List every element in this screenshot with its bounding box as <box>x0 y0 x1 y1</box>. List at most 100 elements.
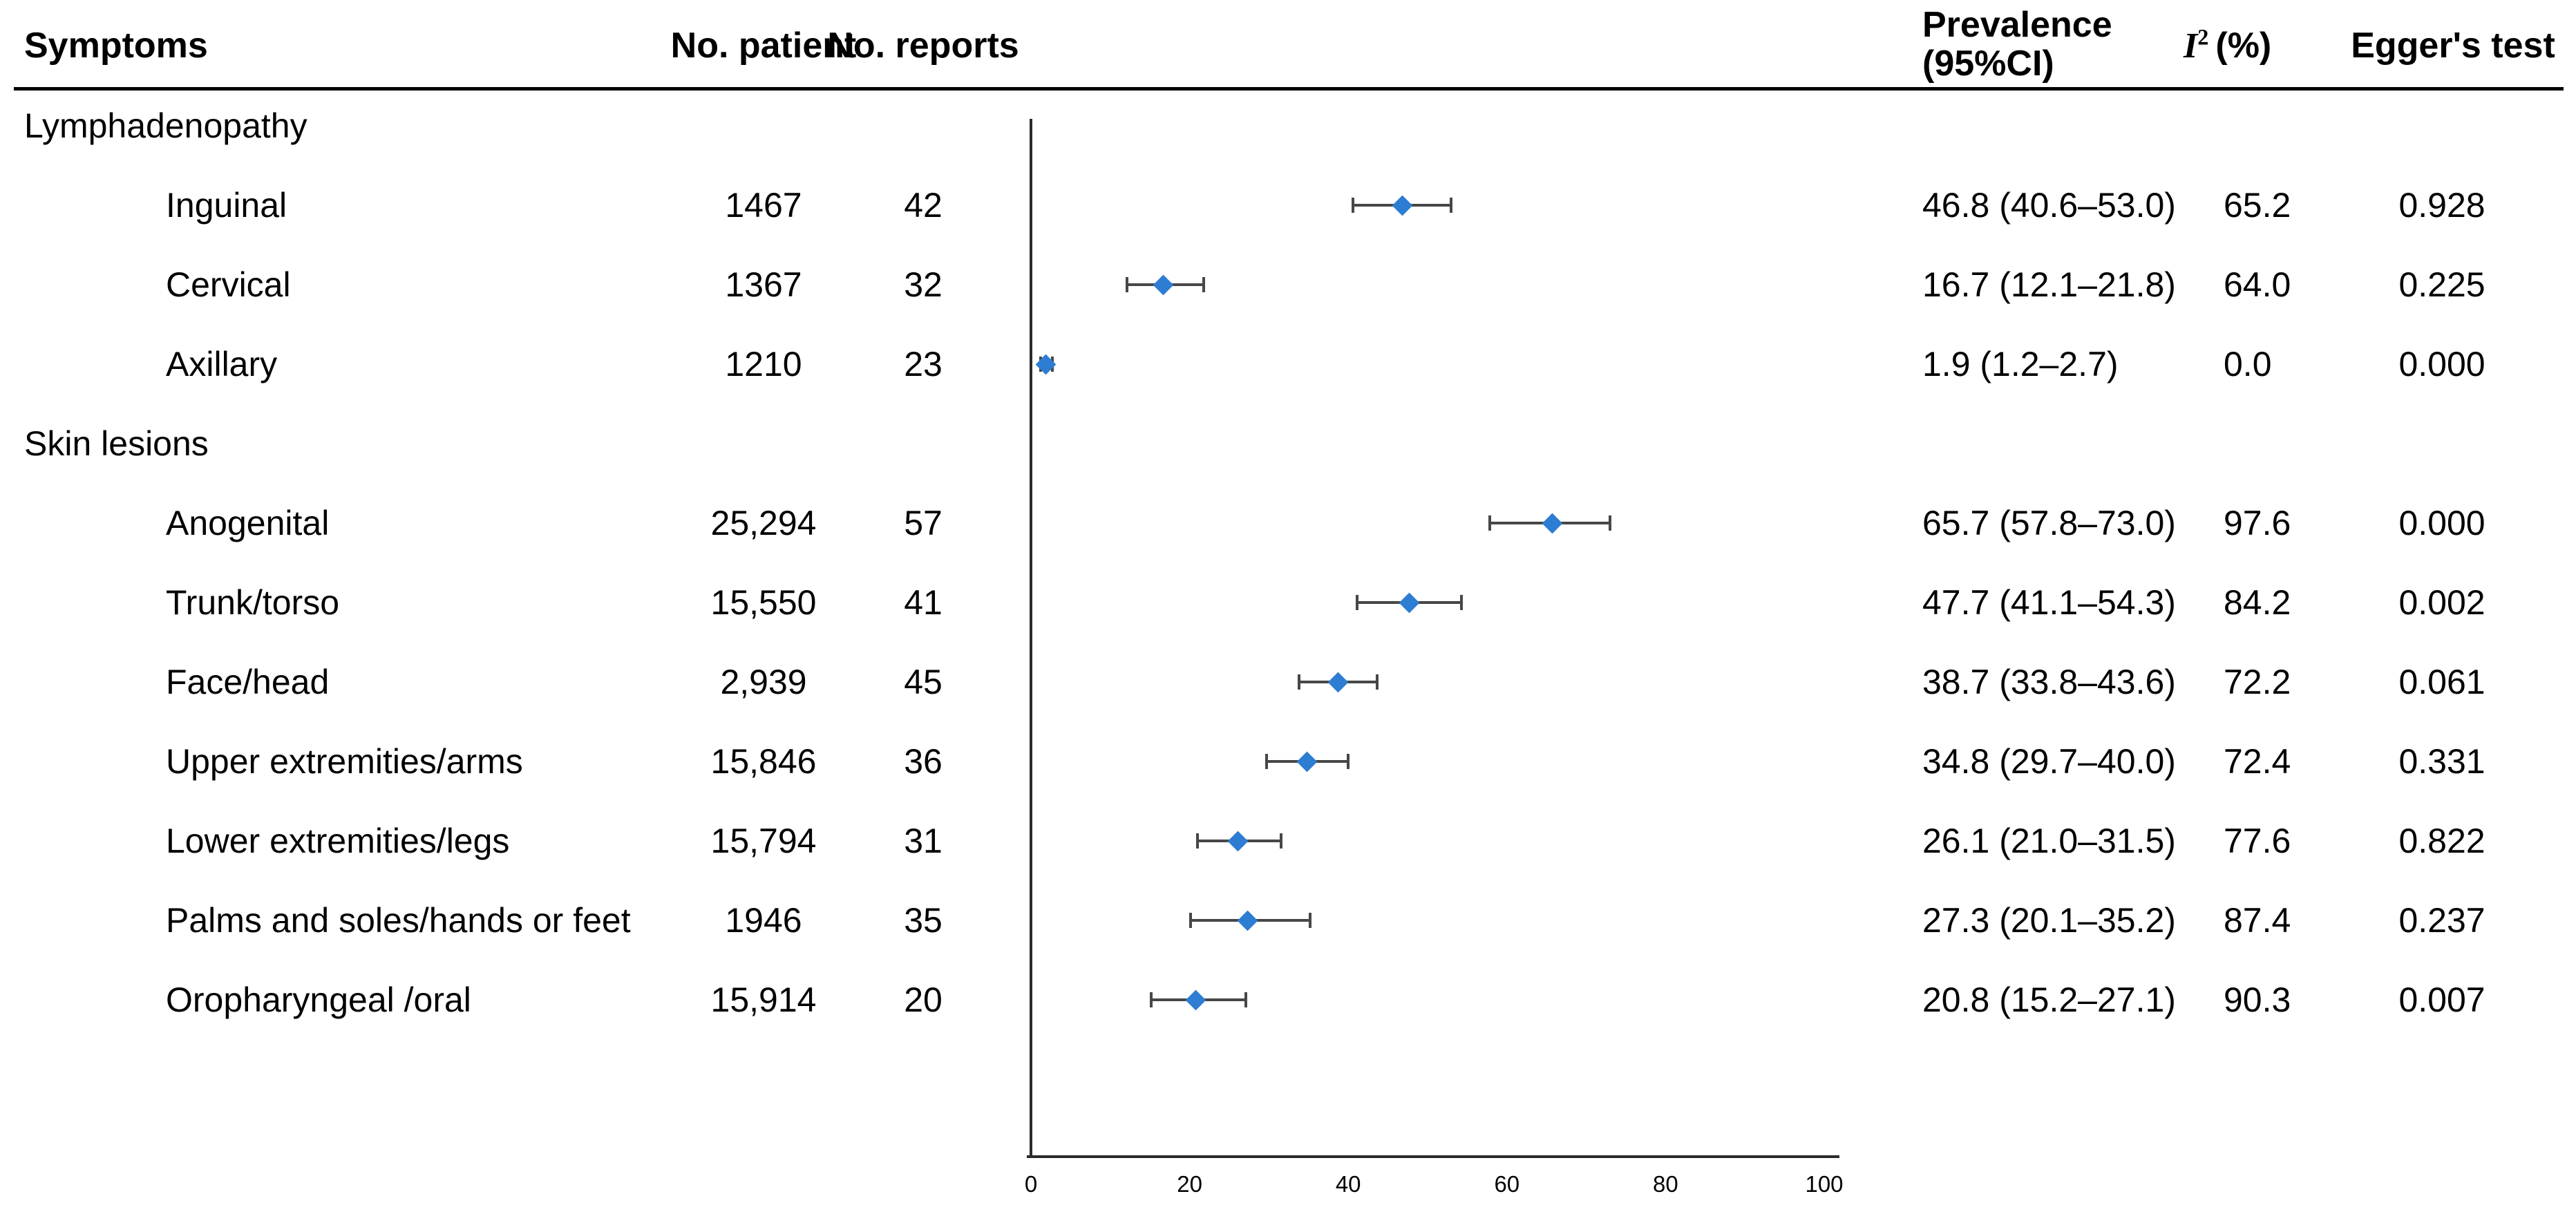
i-squared-value: 77.6 <box>2224 822 2291 860</box>
reports-value: 42 <box>904 186 943 225</box>
prevalence-diamond-marker <box>1237 910 1258 931</box>
symptom-row-label: Palms and soles/hands or feet <box>166 901 631 940</box>
ci-cap-left <box>1488 515 1491 531</box>
patients-value: 1367 <box>725 265 802 304</box>
x-axis-tick-label: 0 <box>1024 1171 1038 1197</box>
patients-value: 15,794 <box>710 822 817 860</box>
ci-cap-left <box>1265 754 1268 769</box>
column-header-prevalence: Prevalence (95%CI) <box>1922 6 2112 83</box>
column-header-prevalence-line2: (95%CI) <box>1922 44 2054 84</box>
patients-value: 1467 <box>725 186 802 225</box>
i-squared-value: 87.4 <box>2224 901 2291 940</box>
column-header-symptoms: Symptoms <box>24 26 208 66</box>
symptom-row-label: Trunk/torso <box>166 583 340 622</box>
column-header-no-patient: No. patient <box>670 26 857 66</box>
patients-value: 15,914 <box>710 980 817 1019</box>
prevalence-diamond-marker <box>1542 513 1563 533</box>
i-squared-value: 72.2 <box>2224 663 2291 701</box>
ci-cap-left <box>1352 198 1355 213</box>
prevalence-diamond-marker <box>1327 672 1349 692</box>
x-axis-tick-label: 80 <box>1653 1171 1678 1197</box>
eggers-test-value: 0.237 <box>2398 901 2485 940</box>
i-squared-value: 84.2 <box>2224 583 2291 622</box>
reports-value: 20 <box>904 980 943 1019</box>
x-axis-tick-label: 40 <box>1335 1171 1361 1197</box>
header-divider-line <box>14 87 2564 91</box>
prevalence-ci-value: 27.3 (20.1–35.2) <box>1922 901 2176 940</box>
ci-cap-right <box>1279 833 1282 848</box>
ci-cap-right <box>1347 754 1350 769</box>
prevalence-diamond-marker <box>1392 195 1413 216</box>
symptom-row-label: Cervical <box>166 265 291 304</box>
symptom-row-label: Anogenital <box>166 504 330 542</box>
reports-value: 32 <box>904 265 943 304</box>
reports-value: 31 <box>904 822 943 860</box>
eggers-test-value: 0.061 <box>2398 663 2485 701</box>
symptom-row-label: Oropharyngeal /oral <box>166 980 471 1019</box>
prevalence-ci-value: 16.7 (12.1–21.8) <box>1922 265 2176 304</box>
ci-cap-right <box>1202 277 1206 292</box>
prevalence-diamond-marker <box>1185 989 1206 1010</box>
x-axis-tick-label: 100 <box>1805 1171 1844 1197</box>
ci-cap-right <box>1460 595 1464 610</box>
patients-value: 2,939 <box>720 663 807 701</box>
reports-value: 35 <box>904 901 943 940</box>
eggers-test-value: 0.822 <box>2398 822 2485 860</box>
prevalence-ci-value: 26.1 (21.0–31.5) <box>1922 822 2176 860</box>
ci-cap-left <box>1188 913 1192 928</box>
column-header-i-squared: I2 (%) <box>2184 26 2271 66</box>
eggers-test-value: 0.000 <box>2398 504 2485 542</box>
i-squared-symbol: I <box>2184 26 2198 66</box>
reports-value: 57 <box>904 504 943 542</box>
prevalence-diamond-marker <box>1227 831 1249 851</box>
ci-cap-left <box>1298 674 1301 690</box>
ci-cap-right <box>1375 674 1379 690</box>
patients-value: 15,846 <box>710 742 817 781</box>
reports-value: 41 <box>904 583 943 622</box>
reports-value: 36 <box>904 742 943 781</box>
group-row-label: Skin lesions <box>24 424 209 463</box>
prevalence-ci-value: 38.7 (33.8–43.6) <box>1922 663 2176 701</box>
column-header-prevalence-line1: Prevalence <box>1922 5 2112 45</box>
i-squared-value: 65.2 <box>2224 186 2291 225</box>
symptom-row-label: Lower extremities/legs <box>166 822 510 860</box>
y-axis-line <box>1030 119 1032 1158</box>
prevalence-ci-value: 46.8 (40.6–53.0) <box>1922 186 2176 225</box>
patients-value: 25,294 <box>710 504 817 542</box>
eggers-test-value: 0.331 <box>2398 742 2485 781</box>
eggers-test-value: 0.000 <box>2398 345 2485 383</box>
prevalence-ci-value: 65.7 (57.8–73.0) <box>1922 504 2176 542</box>
reports-value: 45 <box>904 663 943 701</box>
prevalence-diamond-marker <box>1153 274 1174 295</box>
ci-cap-left <box>1355 595 1358 610</box>
group-row-label: Lymphadenopathy <box>24 106 307 145</box>
ci-cap-right <box>1244 992 1248 1007</box>
ci-cap-right <box>1309 913 1312 928</box>
eggers-test-value: 0.225 <box>2398 265 2485 304</box>
prevalence-diamond-marker <box>1399 592 1420 613</box>
symptom-row-label: Face/head <box>166 663 330 701</box>
i-squared-value: 90.3 <box>2224 980 2291 1019</box>
eggers-test-value: 0.928 <box>2398 186 2485 225</box>
i-squared-value: 0.0 <box>2224 345 2272 383</box>
ci-cap-left <box>1125 277 1128 292</box>
symptom-row-label: Upper extremities/arms <box>166 742 523 781</box>
ci-cap-left <box>1150 992 1153 1007</box>
column-header-no-reports: No. reports <box>827 26 1019 66</box>
eggers-test-value: 0.002 <box>2398 583 2485 622</box>
prevalence-ci-value: 47.7 (41.1–54.3) <box>1922 583 2176 622</box>
prevalence-ci-value: 20.8 (15.2–27.1) <box>1922 980 2176 1019</box>
ci-cap-left <box>1196 833 1200 848</box>
patients-value: 15,550 <box>710 583 817 622</box>
i-squared-exponent: 2 <box>2197 24 2209 50</box>
patients-value: 1210 <box>725 345 802 383</box>
patients-value: 1946 <box>725 901 802 940</box>
symptom-row-label: Axillary <box>166 345 278 383</box>
ci-cap-right <box>1450 198 1453 213</box>
i-squared-value: 72.4 <box>2224 742 2291 781</box>
column-header-eggers-test: Egger's test <box>2351 26 2555 66</box>
ci-cap-right <box>1609 515 1612 531</box>
x-axis-line <box>1027 1155 1839 1158</box>
x-axis-tick-label: 20 <box>1177 1171 1202 1197</box>
